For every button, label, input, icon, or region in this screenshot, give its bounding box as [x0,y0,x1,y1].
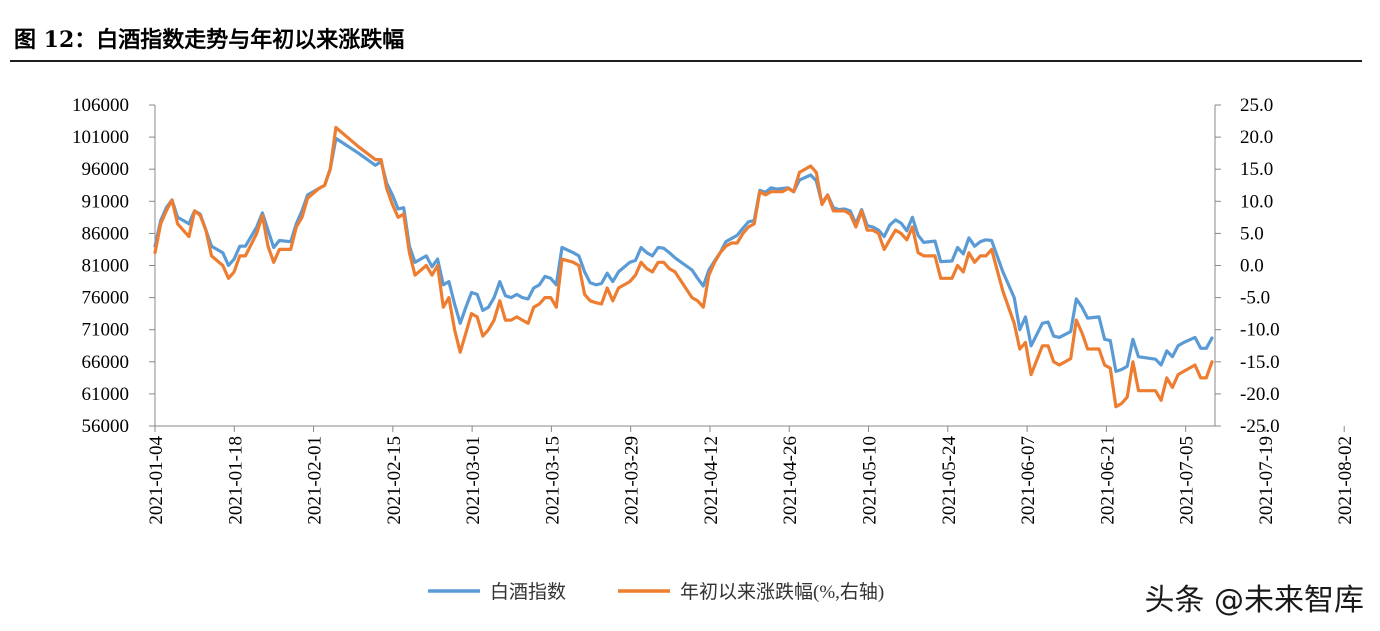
legend-item-ytd-change: 年初以来涨跌幅(%,右轴) [618,581,884,603]
axes-layer: 106000 101000 96000 91000 86000 81000 76000 710… [72,95,1356,525]
figure-title: 图 12：白酒指数走势与年初以来涨跌幅 [14,27,405,53]
x-tick-label: 2021-03-01 [463,436,484,525]
legend-label: 年初以来涨跌幅(%,右轴) [680,581,884,603]
y-left-tick-label: 71000 [82,320,130,341]
x-tick-label: 2021-04-26 [780,436,801,525]
x-tick-label: 2021-02-15 [384,436,405,525]
y-right-tick-label: -5.0 [1240,288,1270,309]
y-left-tick-label: 91000 [82,191,130,212]
y-left-tick-label: 81000 [82,256,130,277]
y-right-tick-label: -25.0 [1240,416,1280,437]
x-tick-label: 2021-06-21 [1097,436,1118,525]
y-right-tick-label: -20.0 [1240,384,1280,405]
series-line-ytd-change [153,125,1214,409]
series-line-baijiu-index [153,136,1214,373]
x-tick-label: 2021-01-04 [146,436,167,525]
y-right-tick-label: -10.0 [1240,320,1280,341]
x-tick-label: 2021-03-15 [542,436,563,525]
y-right-tick-label: 15.0 [1240,159,1273,180]
y-left-tick-label: 86000 [82,223,130,244]
y-right-tick-label: 25.0 [1240,95,1273,116]
y-right-tick-label: 0.0 [1240,256,1264,277]
y-left-tick-label: 61000 [82,384,130,405]
y-left-tick-label: 56000 [82,416,130,437]
legend-label: 白酒指数 [490,581,566,603]
title-divider [10,60,1362,62]
x-tick-label: 2021-07-05 [1177,436,1198,525]
legend-item-baijiu-index: 白酒指数 [428,581,566,603]
x-tick-label: 2021-05-24 [939,436,960,525]
x-tick-label: 2021-07-19 [1256,436,1277,525]
x-tick-label: 2021-02-01 [305,436,326,525]
x-tick-label: 2021-01-18 [225,436,246,525]
y-left-tick-label: 96000 [82,159,130,180]
x-tick-label: 2021-04-12 [701,436,722,525]
y-left-tick-label: 106000 [72,95,129,116]
y-left-tick-label: 66000 [82,352,130,373]
y-right-tick-label: 5.0 [1240,223,1264,244]
watermark: 头条 @未来智库 [1144,583,1364,618]
y-left-tick-label: 76000 [82,288,130,309]
x-tick-label: 2021-03-29 [622,436,643,525]
y-right-tick-label: 20.0 [1240,127,1273,148]
y-right-tick-label: 10.0 [1240,191,1273,212]
y-left-tick-label: 101000 [72,127,129,148]
series-layer [153,125,1214,409]
y-right-tick-label: -15.0 [1240,352,1280,373]
x-tick-label: 2021-06-07 [1018,436,1039,525]
legend: 白酒指数 年初以来涨跌幅(%,右轴) [428,581,884,603]
x-tick-label: 2021-05-10 [860,436,881,525]
x-tick-label: 2021-08-02 [1335,436,1356,525]
